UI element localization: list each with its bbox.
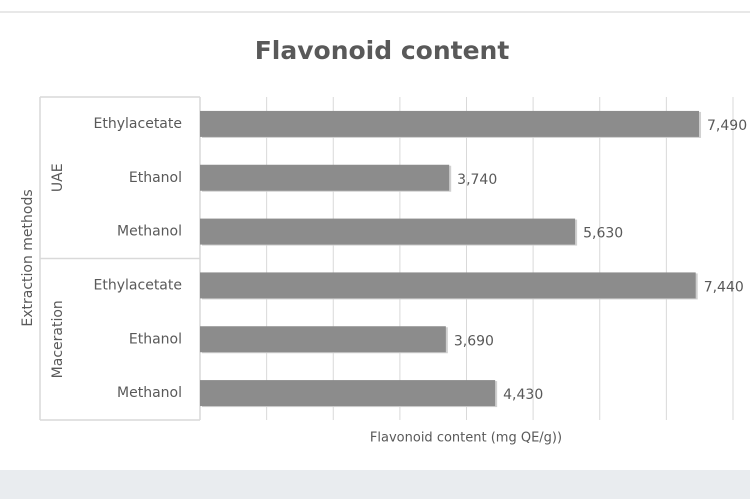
bar — [200, 218, 576, 245]
data-label: 5,630 — [583, 226, 623, 242]
y-tick-label: Ethanol — [129, 170, 182, 186]
y-tick-label: Methanol — [117, 385, 182, 401]
bar — [200, 110, 700, 137]
data-label: 4,430 — [503, 387, 543, 403]
y-tick-label: Ethanol — [129, 331, 182, 347]
y-axis-title: Extraction methods — [20, 189, 36, 326]
bar — [200, 164, 450, 191]
group-label: UAE — [50, 163, 66, 192]
bottom-strip — [0, 470, 750, 499]
bar — [200, 380, 496, 407]
chart-title: Flavonoid content — [255, 36, 510, 65]
data-label: 3,740 — [457, 172, 497, 188]
bar — [200, 326, 446, 353]
x-axis-title: Flavonoid content (mg QE/g)) — [370, 431, 562, 446]
data-label: 7,490 — [707, 118, 747, 134]
y-tick-label: Ethylacetate — [94, 116, 182, 132]
bar — [200, 272, 696, 299]
data-label: 3,690 — [454, 333, 494, 349]
y-tick-label: Ethylacetate — [94, 277, 182, 293]
y-tick-label: Methanol — [117, 224, 182, 240]
group-label: Maceration — [50, 300, 66, 378]
data-label: 7,440 — [704, 279, 744, 295]
